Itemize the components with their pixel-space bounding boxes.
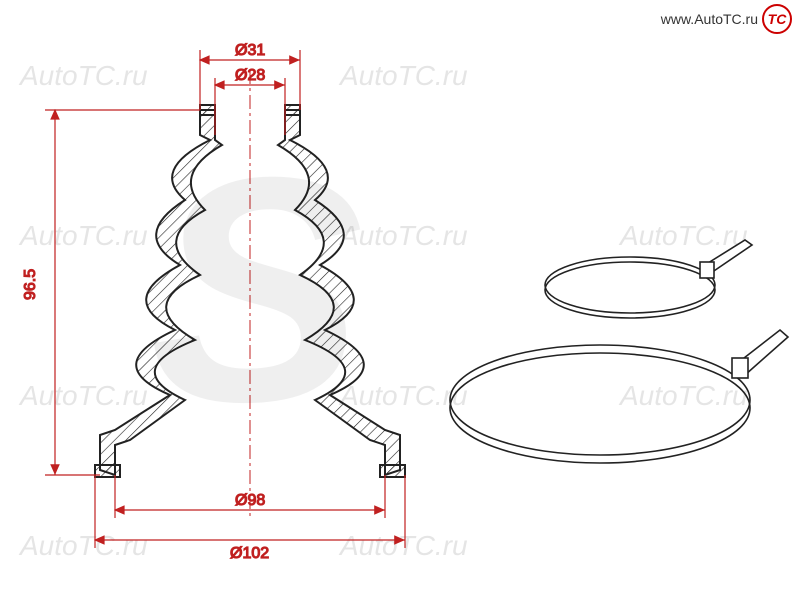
dim-outer-top: Ø31 bbox=[235, 42, 265, 59]
dim-inner-top: Ø28 bbox=[235, 67, 265, 84]
svg-text:S: S bbox=[150, 110, 365, 468]
clamp-large bbox=[450, 330, 788, 463]
dim-outer-bottom: Ø102 bbox=[230, 545, 269, 562]
dim-inner-bottom: Ø98 bbox=[235, 492, 265, 509]
background-logo: S bbox=[150, 110, 365, 468]
technical-drawing: Ø31 Ø28 96.5 Ø98 Ø102 S bbox=[0, 0, 800, 600]
clamp-small bbox=[545, 240, 752, 318]
dim-height: 96.5 bbox=[22, 269, 39, 300]
